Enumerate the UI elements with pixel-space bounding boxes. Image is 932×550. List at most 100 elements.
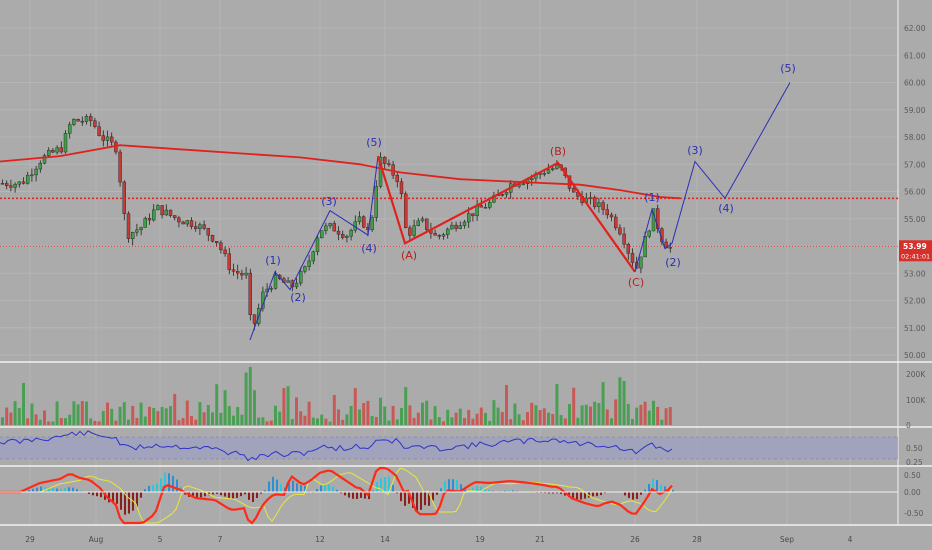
price-tick-label: 59.00	[904, 106, 926, 115]
macd-histogram-bar	[580, 492, 582, 500]
candle-up	[345, 235, 349, 238]
wave-label-correction: (C)	[628, 276, 644, 289]
candle-up	[143, 218, 148, 228]
volume-bar-up	[446, 409, 450, 425]
candle-down	[206, 228, 211, 236]
macd-signal-line	[0, 467, 673, 524]
volume-bar-down	[135, 417, 139, 425]
volume-bar-down	[589, 406, 592, 425]
macd-histogram-bar	[272, 476, 274, 492]
candle-up	[63, 133, 68, 153]
macd-histogram-bar	[316, 489, 318, 492]
candle-down	[0, 183, 5, 185]
macd-histogram-bar	[364, 492, 366, 499]
price-tick-label: 62.00	[904, 24, 926, 33]
candle-up	[328, 223, 332, 227]
macd-histogram-bar	[384, 477, 386, 492]
volume-bar-up	[601, 382, 605, 425]
macd-histogram-bar	[456, 479, 458, 492]
candle-up	[156, 205, 160, 211]
indicator-axes: 200K 100K 0 0.50 0.25 0.50 0.00 -0.50	[904, 370, 926, 518]
candle-up	[458, 225, 462, 229]
macd-histogram-bar	[220, 492, 222, 496]
macd-histogram-bar	[164, 472, 166, 492]
candle-up	[324, 225, 328, 231]
wave-label: (2)	[665, 256, 681, 269]
rsi-panel	[0, 430, 898, 462]
time-tick-label: Sep	[780, 535, 794, 544]
macd-histogram-bar	[352, 492, 354, 499]
candle-down	[118, 151, 122, 183]
volume-bar-up	[257, 417, 261, 425]
volume-bar-up	[395, 419, 399, 425]
volume-bar-up	[584, 404, 588, 425]
macd-histogram-bar	[232, 492, 234, 499]
candle-up	[269, 288, 273, 290]
wave-label: (4)	[718, 202, 734, 215]
rsi-line	[0, 430, 673, 462]
macd-histogram-bar	[404, 492, 406, 506]
candle-down	[433, 232, 437, 236]
macd-histogram-bar	[28, 489, 30, 492]
volume-bar-down	[542, 408, 546, 425]
macd-histogram-bar	[552, 492, 554, 494]
macd-histogram-bar	[296, 483, 298, 492]
volume-bar-up	[488, 420, 492, 425]
macd-histogram-bar	[176, 479, 178, 492]
candle-down	[609, 214, 614, 218]
macd-histogram-bar	[152, 485, 154, 492]
volume-bar-up	[547, 412, 550, 425]
volume-bar-up	[232, 415, 235, 425]
candle-up	[47, 150, 51, 156]
time-axis[interactable]: 29 Aug 5 7 12 14 19 21 26 28 Sep 4	[0, 526, 932, 550]
macd-histogram-bar	[212, 492, 214, 495]
candle-down	[362, 216, 366, 228]
volume-bar-down	[177, 420, 181, 425]
macd-histogram-bar	[408, 492, 410, 504]
candle-down	[202, 224, 206, 229]
volume-bar-down	[332, 394, 336, 425]
volume-bar-up	[320, 414, 324, 425]
macd-histogram-bar	[256, 492, 258, 499]
candle-down	[383, 156, 387, 164]
candle-down	[630, 253, 635, 263]
macd-histogram-bar	[428, 492, 430, 506]
candle-up	[416, 220, 420, 226]
price-tick-label: 50.00	[904, 351, 926, 360]
volume-bar-up	[358, 409, 361, 425]
price-tick-label: 53.00	[904, 269, 926, 278]
macd-histogram-bar	[276, 479, 278, 492]
volume-bar-down	[538, 410, 542, 425]
candle-down	[93, 120, 97, 127]
macd-histogram-bar	[116, 492, 118, 504]
volume-bar-up	[433, 406, 437, 425]
volume-bar-down	[563, 418, 567, 425]
volume-bar-up	[127, 419, 130, 425]
candle-up	[307, 260, 311, 267]
volume-bar-up	[110, 408, 114, 425]
candle-down	[593, 197, 597, 207]
candle-up	[488, 201, 492, 208]
candle-down	[97, 126, 101, 136]
macd-histogram-bar	[388, 476, 390, 492]
candle-down	[59, 147, 63, 153]
volume-bar-up	[349, 405, 353, 425]
macd-histogram-bar	[548, 492, 550, 494]
macd-histogram-bar	[440, 488, 442, 492]
volume-bar-up	[421, 402, 424, 425]
time-tick-label: Aug	[89, 535, 104, 544]
volume-bar-up	[496, 407, 500, 425]
volume-bar-up	[316, 418, 319, 425]
macd-histogram-bar	[572, 492, 574, 499]
candle-down	[80, 120, 85, 123]
volume-bar-down	[9, 412, 13, 425]
macd-histogram-bar	[192, 492, 194, 498]
candle-up	[13, 183, 17, 188]
candle-down	[387, 163, 391, 165]
macd-histogram-bar	[120, 492, 122, 510]
macd-histogram-bar	[452, 479, 454, 492]
volume-bar-up	[458, 408, 462, 425]
candle-up	[185, 220, 190, 225]
macd-histogram-bar	[652, 478, 654, 492]
